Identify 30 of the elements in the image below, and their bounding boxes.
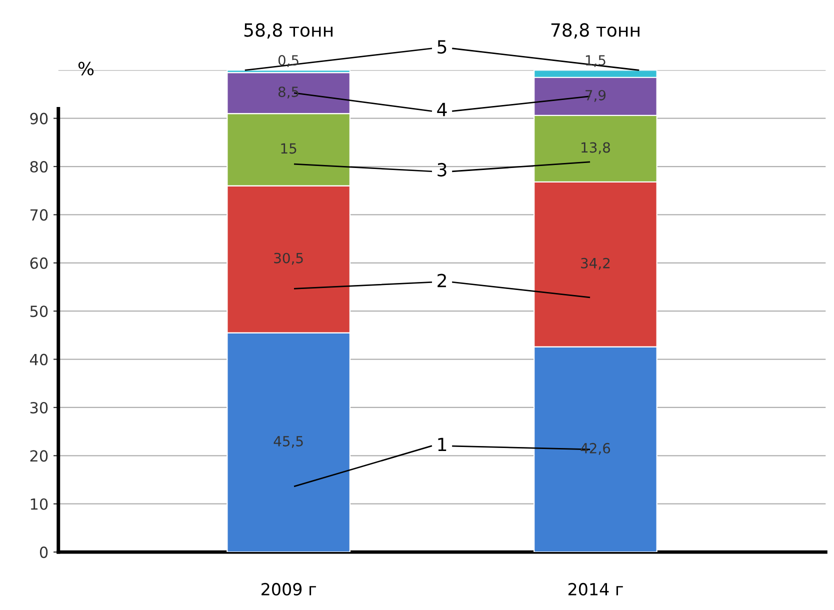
y-tick-label: 60 [30, 257, 48, 269]
y-axis-title: % [78, 62, 94, 76]
y-tick-label: 0 [40, 546, 48, 558]
text: 5 [438, 40, 446, 54]
data-label: 1,5 [586, 55, 606, 67]
text: 78,8 тонн [551, 23, 640, 39]
y-tick-label: 50 [30, 306, 48, 318]
text: 3 [438, 162, 446, 177]
data-label: 0,5 [278, 55, 298, 67]
data-label: 30,5 [274, 252, 303, 265]
y-tick-label: 10 [30, 498, 48, 510]
x-tick-label: 2014 г [568, 582, 623, 596]
data-label: 45,5 [274, 436, 303, 448]
data-label: 13,8 [582, 142, 610, 154]
y-tick-label: 80 [30, 160, 48, 173]
data-label: 15 [281, 143, 296, 154]
text: 2 [438, 274, 446, 288]
y-tick-label: 70 [30, 209, 48, 221]
data-label: 42,6 [580, 442, 610, 455]
x-tick-label: 2009 г [262, 582, 316, 596]
data-label: 7,9 [586, 90, 606, 102]
text: 58,8 тонн [244, 23, 332, 39]
y-tick-label: 90 [30, 112, 48, 124]
text: 1 [438, 438, 446, 452]
y-tick-label: 30 [30, 402, 48, 414]
y-tick-label: 40 [30, 354, 48, 366]
data-label: 34,2 [581, 258, 610, 270]
data-label: 8,5 [278, 86, 298, 98]
y-tick-label: 20 [30, 450, 48, 462]
text: 4 [437, 102, 447, 116]
